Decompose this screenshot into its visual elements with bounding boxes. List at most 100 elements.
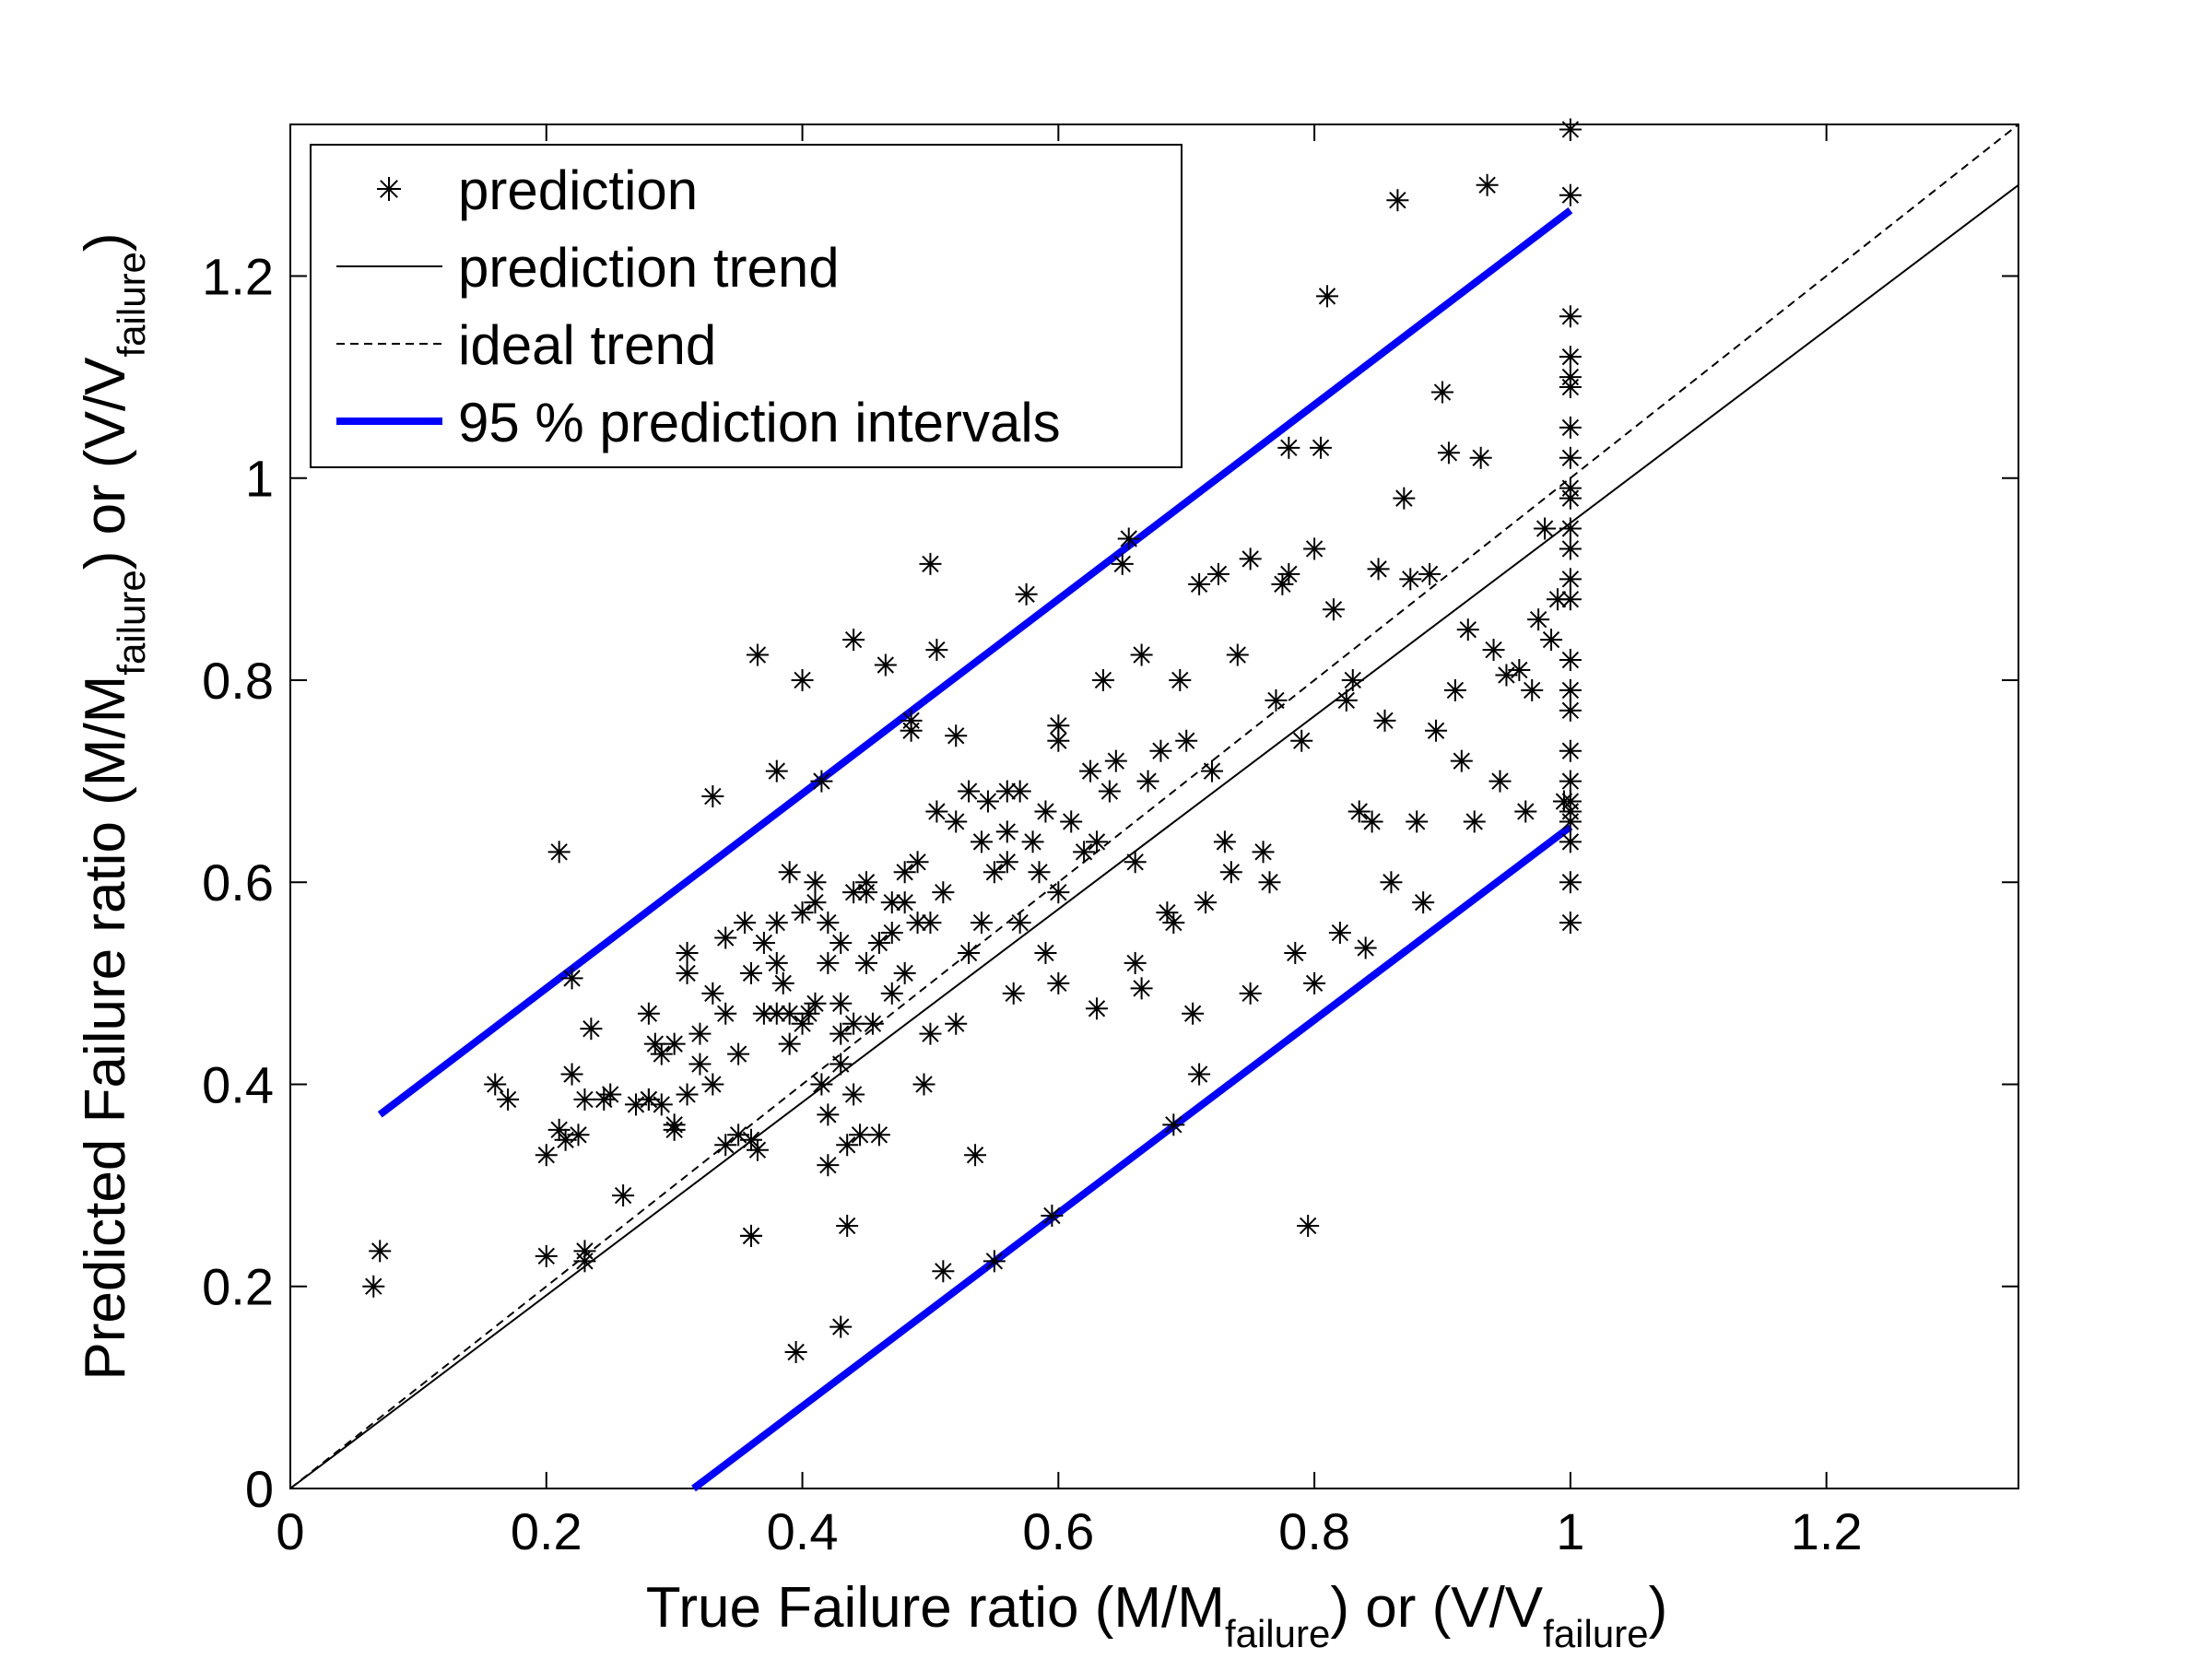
data-point <box>1156 901 1179 924</box>
data-point <box>362 1275 385 1298</box>
data-point <box>1418 562 1441 585</box>
y-axis-title-subscript-2: failure <box>110 252 153 357</box>
data-point <box>535 1144 558 1167</box>
data-point <box>1252 841 1275 864</box>
data-point <box>1219 861 1242 884</box>
data-point <box>547 841 571 864</box>
data-point <box>830 992 853 1015</box>
data-point <box>836 1214 859 1237</box>
data-point <box>867 1124 890 1147</box>
data-point <box>1514 800 1537 823</box>
data-point <box>784 1341 807 1363</box>
data-point <box>535 1244 558 1267</box>
data-point <box>1226 643 1249 666</box>
data-point <box>1476 173 1499 196</box>
data-point <box>560 1063 583 1086</box>
data-point <box>842 1012 865 1035</box>
data-point <box>1540 629 1563 652</box>
data-point <box>1547 588 1569 611</box>
data-point <box>964 1144 987 1167</box>
data-point <box>701 982 724 1005</box>
data-point <box>752 932 775 954</box>
data-point <box>1206 562 1230 585</box>
data-point <box>797 1002 820 1025</box>
data-point <box>1303 537 1326 560</box>
data-point <box>810 770 833 793</box>
data-point <box>1149 739 1172 762</box>
data-point <box>880 891 903 914</box>
data-point <box>867 932 890 954</box>
data-point <box>925 639 948 662</box>
data-point <box>817 912 840 935</box>
data-point <box>1175 729 1198 752</box>
data-point <box>714 926 737 949</box>
data-point <box>1188 572 1211 595</box>
data-point <box>958 780 981 803</box>
data-point <box>880 982 903 1005</box>
data-point <box>663 1113 686 1136</box>
data-point <box>1136 770 1159 793</box>
data-point <box>1162 912 1185 935</box>
data-point <box>369 1240 392 1263</box>
line-95-prediction-intervals <box>377 206 1573 1118</box>
legend-asterisk-marker <box>377 177 401 201</box>
data-point <box>688 1022 712 1045</box>
y-tick-label: 1 <box>245 450 274 508</box>
data-point <box>1386 189 1409 212</box>
data-point <box>1482 639 1505 662</box>
legend-label-ideal-trend: ideal trend <box>458 314 716 376</box>
data-point <box>497 1088 520 1111</box>
data-point <box>1393 487 1416 510</box>
data-point <box>1559 517 1582 540</box>
data-point <box>855 881 877 904</box>
data-point <box>893 961 916 984</box>
data-point <box>771 971 794 994</box>
data-point <box>701 785 724 808</box>
data-point <box>830 1053 853 1076</box>
data-point <box>1450 749 1473 772</box>
data-point <box>1239 982 1262 1005</box>
data-point <box>1559 183 1582 206</box>
data-point <box>1047 881 1070 904</box>
data-point <box>1380 871 1403 894</box>
data-point <box>740 1224 762 1247</box>
data-point <box>1098 780 1121 803</box>
data-point <box>912 1073 935 1096</box>
data-point <box>701 1073 724 1096</box>
data-point <box>919 552 942 575</box>
data-point <box>1559 678 1582 701</box>
data-point <box>637 1002 660 1025</box>
data-point <box>1213 830 1236 853</box>
data-point <box>1559 649 1582 672</box>
data-point <box>1060 810 1083 833</box>
data-point <box>1297 1214 1320 1237</box>
data-point <box>945 810 968 833</box>
data-point <box>573 1250 596 1273</box>
y-tick-label: 0 <box>245 1460 274 1518</box>
data-point <box>880 922 903 945</box>
legend: prediction prediction trend ideal trend … <box>310 144 1182 468</box>
data-point <box>995 820 1018 843</box>
data-point <box>919 1022 942 1045</box>
data-point <box>1079 759 1102 782</box>
data-point <box>791 901 814 924</box>
data-point <box>650 1093 673 1116</box>
data-point <box>1559 871 1582 894</box>
data-point <box>676 961 699 984</box>
data-point <box>643 1032 666 1055</box>
data-point <box>842 881 865 904</box>
data-point <box>1463 810 1486 833</box>
data-point <box>1559 739 1582 762</box>
data-point <box>1360 810 1383 833</box>
data-point <box>1034 941 1057 964</box>
data-point <box>1521 678 1544 701</box>
data-point <box>1373 709 1396 732</box>
data-point <box>1456 618 1479 641</box>
data-point <box>1111 552 1134 575</box>
data-point <box>1559 810 1582 833</box>
data-point <box>1559 118 1582 141</box>
data-point <box>945 724 968 747</box>
y-axis-title-part-2: ) or (V/V <box>74 357 137 570</box>
data-point <box>1021 830 1044 853</box>
data-point <box>1508 659 1531 681</box>
